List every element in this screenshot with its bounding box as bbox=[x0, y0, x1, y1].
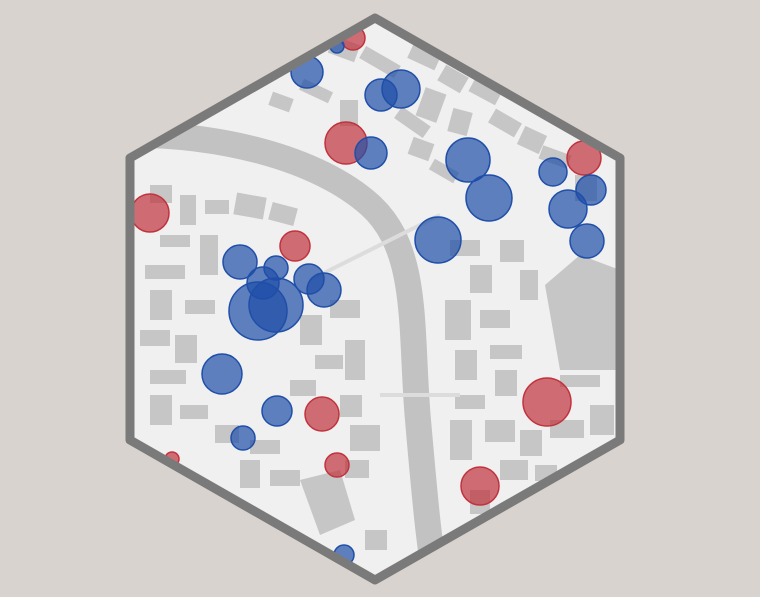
red-map-marker[interactable] bbox=[130, 193, 170, 233]
road bbox=[309, 213, 441, 282]
red-map-marker[interactable] bbox=[522, 377, 572, 427]
red-map-marker[interactable] bbox=[460, 466, 500, 506]
blue-map-marker[interactable] bbox=[569, 223, 605, 259]
red-map-marker[interactable] bbox=[304, 396, 340, 432]
blue-map-marker[interactable] bbox=[354, 136, 388, 170]
blue-map-marker[interactable] bbox=[222, 244, 258, 280]
map-content bbox=[130, 18, 620, 580]
blue-map-marker[interactable] bbox=[445, 137, 491, 183]
blue-map-marker[interactable] bbox=[364, 78, 398, 112]
blue-map-marker[interactable] bbox=[538, 157, 568, 187]
red-map-marker[interactable] bbox=[324, 452, 350, 478]
blue-map-marker[interactable] bbox=[230, 425, 256, 451]
blue-map-marker[interactable] bbox=[548, 189, 588, 229]
river bbox=[130, 121, 453, 580]
markers-layer bbox=[130, 25, 607, 566]
blue-map-marker[interactable] bbox=[306, 272, 342, 308]
red-map-marker[interactable] bbox=[279, 230, 311, 262]
blue-map-marker[interactable] bbox=[414, 216, 462, 264]
blue-map-marker[interactable] bbox=[261, 395, 293, 427]
hexagon-frame bbox=[125, 13, 625, 585]
blue-map-marker[interactable] bbox=[201, 353, 243, 395]
blue-map-marker[interactable] bbox=[248, 277, 304, 333]
blue-map-marker[interactable] bbox=[465, 174, 513, 222]
blue-map-marker[interactable] bbox=[263, 255, 289, 281]
